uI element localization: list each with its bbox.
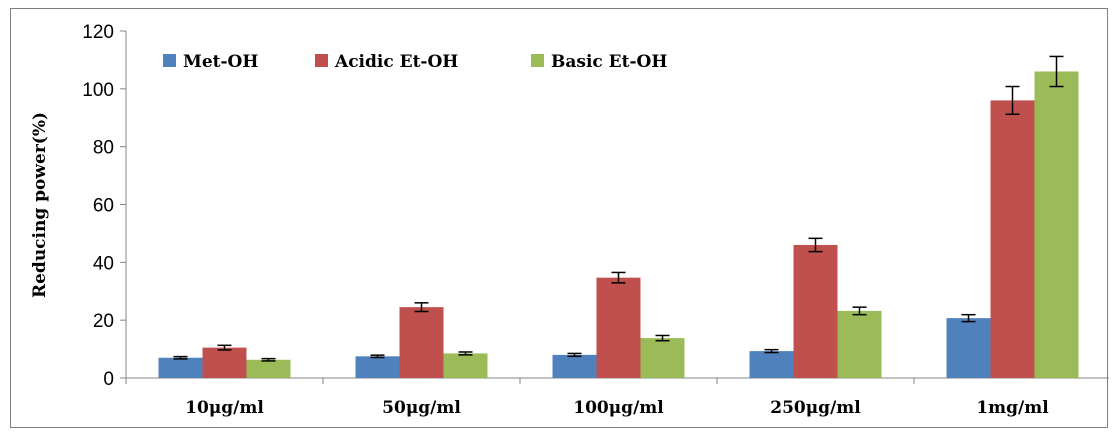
legend: Met-OH Acidic Et-OH Basic Et-OH [163,52,667,72]
y-tick-label: 100 [82,80,114,101]
bar [1034,71,1079,378]
y-tick-label: 0 [103,369,114,390]
x-tick-label: 250μg/ml [770,398,861,418]
x-tick-label: 100μg/ml [573,398,664,418]
bar [837,310,882,378]
bar-chart: 0 20 40 60 80 100 120 10μg/ml 50μg/ml 100μg/ml 250… [30,22,1109,418]
bar [355,356,400,378]
y-axis-title: Reducing power(%) [30,112,50,298]
bar [552,354,597,378]
bar [990,100,1035,379]
y-tick-label: 120 [82,22,114,43]
bar [596,277,641,378]
axes: 0 20 40 60 80 100 120 10μg/ml 50μg/ml 100μg/ml 250… [82,22,1109,418]
legend-swatch [531,54,544,67]
legend-label: Met-OH [183,52,258,72]
bar [749,351,794,378]
bar [158,357,203,378]
x-tick-label: 1mg/ml [976,398,1049,418]
x-tick-label: 10μg/ml [185,398,264,418]
bars [158,55,1079,379]
bar [202,347,247,378]
y-tick-label: 20 [93,311,114,332]
legend-label: Acidic Et-OH [334,52,458,72]
bar [640,338,685,378]
bar [399,307,444,378]
bar [246,359,291,378]
x-tick-label: 50μg/ml [382,398,461,418]
y-tick-label: 80 [93,138,114,159]
legend-swatch [315,54,328,67]
bar [793,244,838,378]
y-tick-label: 40 [93,253,114,274]
legend-swatch [163,54,176,67]
chart-frame: 0 20 40 60 80 100 120 10μg/ml 50μg/ml 100μg/ml 250… [10,8,1109,428]
bar [946,318,991,378]
legend-label: Basic Et-OH [551,52,667,72]
bar [443,353,488,378]
y-tick-label: 60 [93,196,114,217]
